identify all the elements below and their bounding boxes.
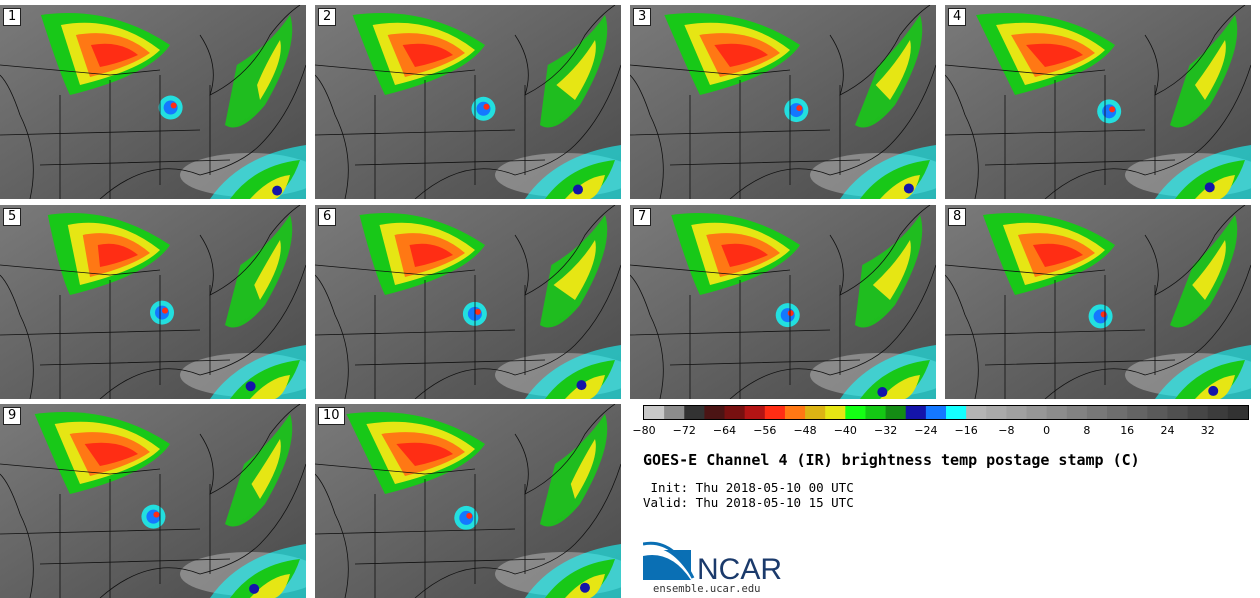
panel-number: 4 [948,8,967,26]
url-text: ensemble.ucar.edu [653,583,761,595]
colorbar-swatch [865,406,887,419]
panel-number: 6 [318,208,337,226]
colorbar-tick-label: −8 [998,424,1015,437]
colorbar-swatch [905,406,927,419]
colorbar-swatch [704,406,726,419]
map-panel: 3 [630,5,936,199]
colorbar-swatch [1227,406,1249,419]
panel-number: 9 [3,407,22,425]
colorbar-tick-label: −16 [954,424,978,437]
colorbar-swatch [644,406,665,419]
ncar-logo: NCAR [643,541,782,584]
map-panel: 9 [0,404,306,598]
colorbar-swatch [1187,406,1209,419]
panel-number: 2 [318,8,337,26]
map-panel: 5 [0,205,306,399]
map-panel: 10 [315,404,621,598]
colorbar-tick-label: −56 [753,424,777,437]
colorbar-swatch [986,406,1007,419]
colorbar-swatch [1207,406,1229,419]
colorbar-swatch [1127,406,1148,419]
map-panel: 6 [315,205,621,399]
panel-number: 3 [633,8,652,26]
colorbar-tick-label: −40 [833,424,857,437]
colorbar-swatch [1066,406,1088,419]
map-panel: 2 [315,5,621,199]
panel-number: 8 [948,208,967,226]
colorbar-tick-label: −32 [873,424,898,437]
valid-time: Valid: Thu 2018-05-10 15 UTC [643,495,854,510]
panel-number: 7 [633,208,652,226]
init-time: Init: Thu 2018-05-10 00 UTC [643,480,854,495]
colorbar-tick-label: 0 [1043,424,1051,437]
colorbar-swatch [1147,406,1168,419]
panel-number: 10 [318,407,345,425]
colorbar-swatch [1107,406,1128,419]
panel-number: 1 [3,8,22,26]
colorbar-swatch [885,406,907,419]
colorbar-swatch [1086,406,1108,419]
colorbar-swatch [845,406,866,419]
colorbar-swatch [805,406,826,419]
colorbar-tick-label: 8 [1083,424,1091,437]
colorbar-tick-label: 32 [1200,424,1215,437]
colorbar-tick-label: −64 [712,424,737,437]
colorbar-swatch [664,406,685,419]
colorbar-swatch [966,406,987,419]
panel-number: 5 [3,208,22,226]
colorbar-swatch [1026,406,1048,419]
colorbar-swatch [764,406,786,419]
colorbar-swatch [1167,406,1189,419]
logo-text: NCAR [697,553,782,584]
colorbar-swatch [925,406,947,419]
map-panel: 7 [630,205,936,399]
colorbar-swatch [1006,406,1028,419]
colorbar-swatch [825,406,846,419]
map-panel: 8 [945,205,1251,399]
map-panel: 4 [945,5,1251,199]
colorbar-tick-label: 16 [1120,424,1135,437]
map-panel: 1 [0,5,306,199]
colorbar-swatch [1046,406,1068,419]
colorbar-swatch [946,406,967,419]
colorbar-tick-label: −80 [632,424,656,437]
colorbar-tick-label: −24 [914,424,938,437]
colorbar-tick-label: −48 [793,424,817,437]
chart-title: GOES-E Channel 4 (IR) brightness temp po… [643,451,1140,469]
colorbar-swatch [724,406,746,419]
colorbar [643,405,1249,420]
colorbar-tick-label: −72 [672,424,696,437]
colorbar-tick-label: 24 [1160,424,1175,437]
colorbar-swatch [784,406,806,419]
colorbar-swatch [684,406,705,419]
colorbar-swatch [744,406,766,419]
